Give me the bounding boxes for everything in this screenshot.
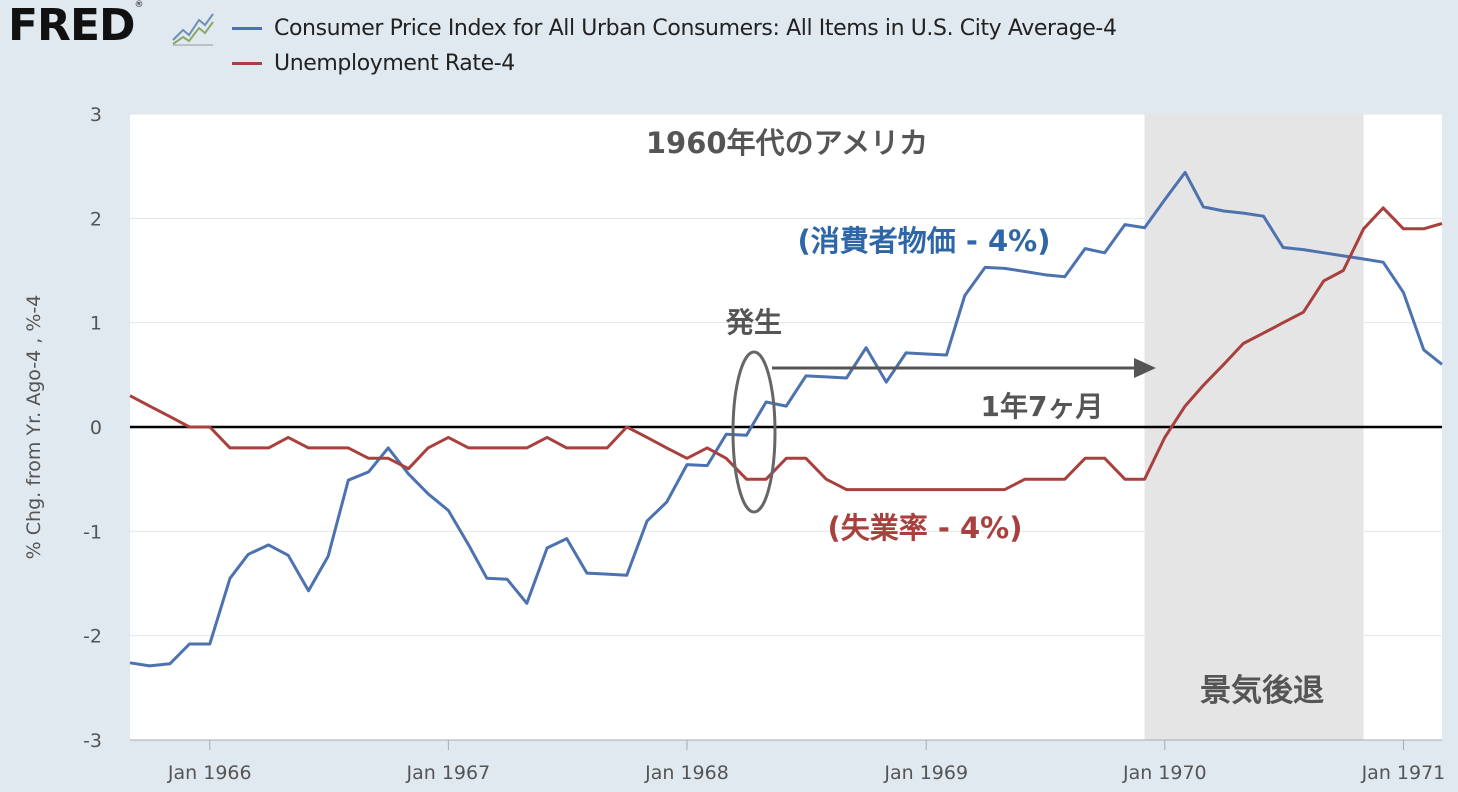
legend-label-unemployment: Unemployment Rate-4: [274, 50, 515, 76]
registered-mark: ®: [134, 0, 144, 10]
fred-logo-text: FRED: [8, 0, 136, 51]
legend-item-unemployment[interactable]: Unemployment Rate-4: [232, 48, 515, 78]
lag-label: 1年7ヶ月: [981, 390, 1104, 423]
x-tick-label: Jan 1970: [1122, 762, 1207, 784]
y-tick-label: -1: [83, 521, 102, 543]
x-tick-label: Jan 1968: [644, 762, 729, 784]
lag-arrow-head: [1134, 358, 1156, 378]
x-tick-label: Jan 1966: [167, 762, 252, 784]
chart-title: 1960年代のアメリカ: [646, 126, 928, 160]
fred-logo[interactable]: FRED®: [8, 0, 144, 51]
y-tick-label: -3: [83, 730, 102, 752]
y-axis-ticks: 3 2 1 0 -1 -2 -3: [83, 104, 102, 752]
x-axis-ticks: Jan 1966 Jan 1967 Jan 1968 Jan 1969 Jan 1970…: [167, 740, 1445, 784]
data-series: [129, 170, 1443, 668]
chart-header: FRED® Consumer Price Index for All Urban…: [0, 0, 1458, 90]
x-tick-label: Jan 1967: [406, 762, 491, 784]
legend-item-cpi[interactable]: Consumer Price Index for All Urban Consu…: [232, 13, 1117, 43]
y-axis-label: % Chg. from Yr. Ago-4 , %-4: [23, 295, 45, 560]
recession-label: 景気後退: [1200, 673, 1324, 709]
x-tick-label: Jan 1971: [1361, 762, 1446, 784]
onset-label: 発生: [725, 306, 782, 339]
y-tick-label: 0: [90, 417, 102, 439]
y-tick-label: 2: [90, 208, 102, 230]
unemployment-annotation: (失業率 - 4%): [828, 511, 1023, 545]
legend-label-cpi: Consumer Price Index for All Urban Consu…: [274, 15, 1117, 41]
onset-ellipse: [731, 350, 777, 514]
x-tick-label: Jan 1969: [883, 762, 968, 784]
y-tick-label: 1: [90, 313, 102, 335]
cpi-annotation: (消費者物価 - 4%): [798, 224, 1051, 258]
series-line-cpi[interactable]: [129, 170, 1443, 668]
series-line-unemployment[interactable]: [129, 206, 1443, 492]
y-tick-label: -2: [83, 626, 102, 648]
legend-swatch-cpi: [232, 26, 262, 30]
y-tick-label: 3: [90, 104, 102, 126]
legend-swatch-unemployment: [232, 61, 262, 65]
line-chart-icon: [171, 8, 215, 46]
